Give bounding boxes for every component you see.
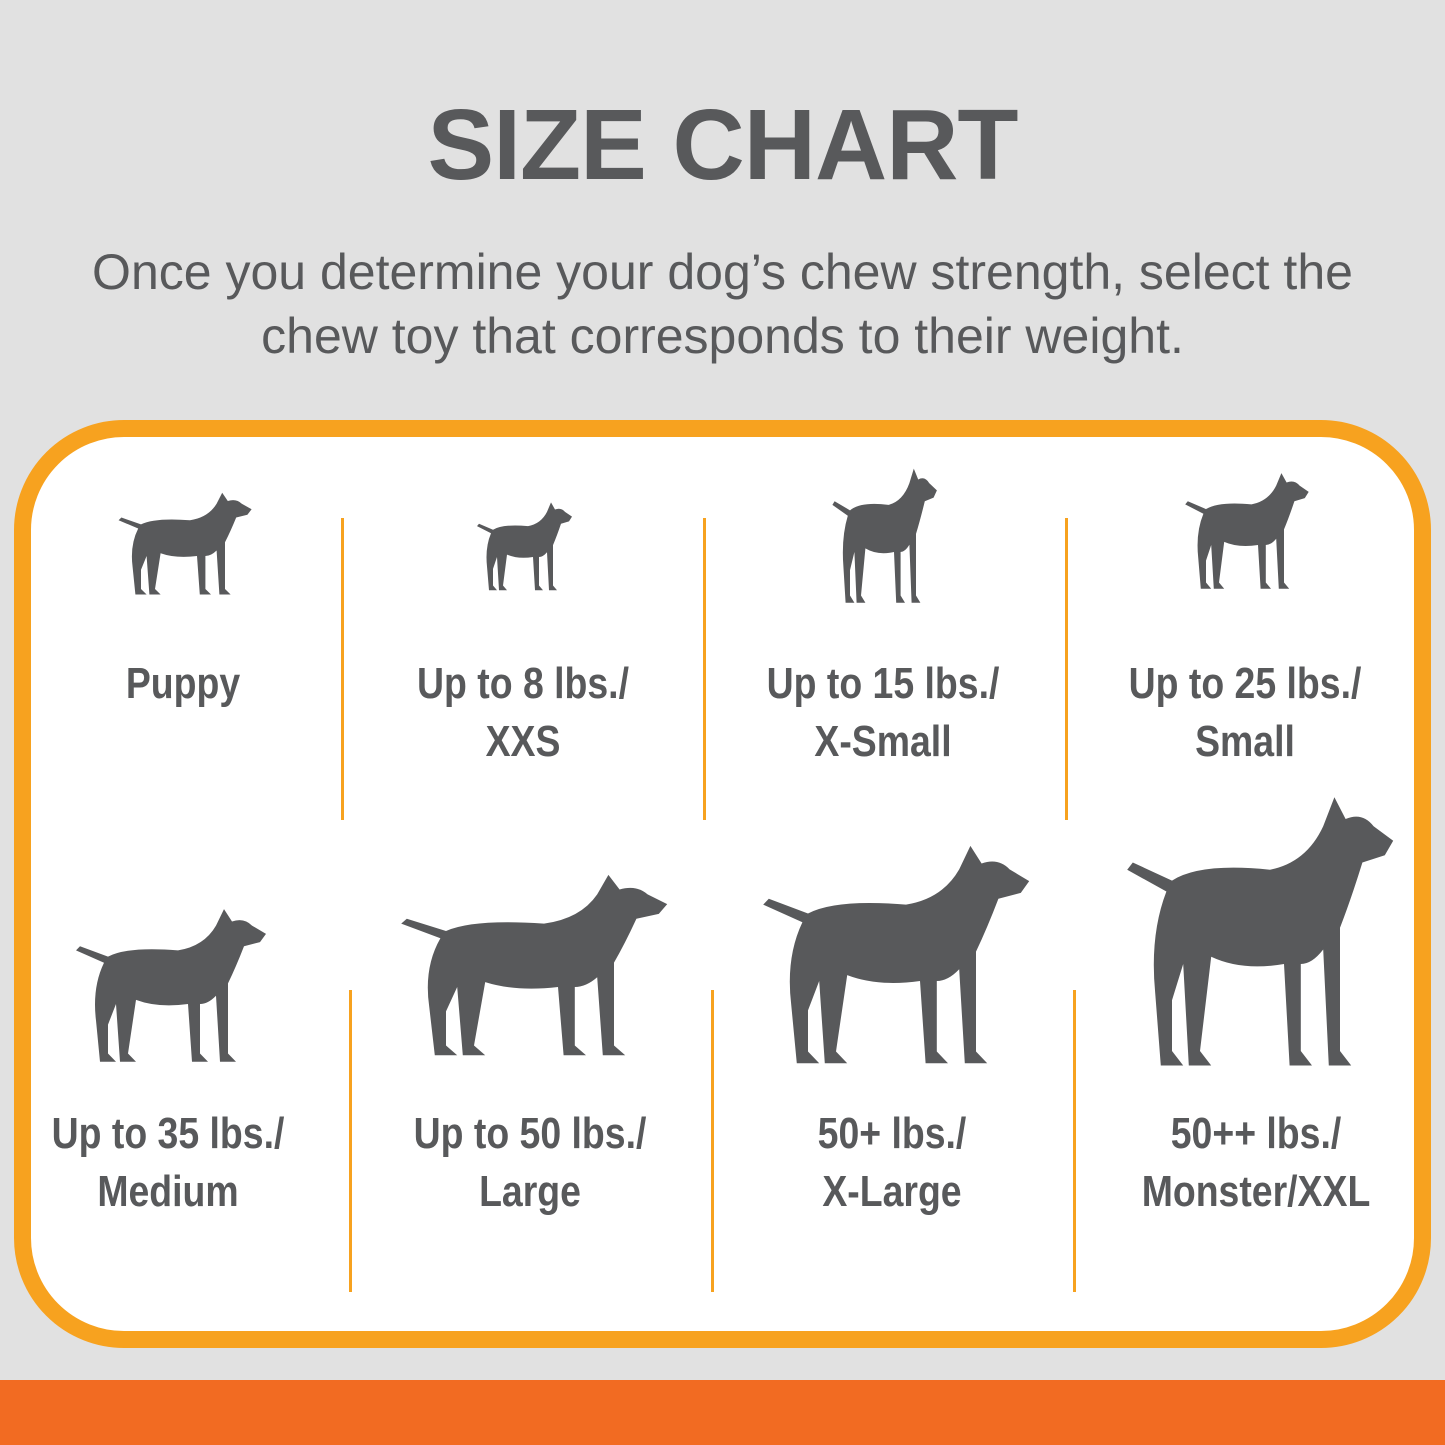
beagle-icon <box>0 905 348 1070</box>
size-label-line2: Small <box>1195 717 1295 766</box>
chihuahua-icon <box>343 500 703 595</box>
size-label-line1: 50++ lbs./ <box>1170 1109 1342 1158</box>
terrier-icon <box>1065 470 1425 595</box>
subtitle: Once you determine your dog’s chew stren… <box>92 244 1353 364</box>
divider <box>703 518 706 820</box>
toy-terrier-icon <box>703 465 1063 610</box>
divider <box>341 518 344 820</box>
size-label-line2: X-Large <box>822 1167 962 1216</box>
divider <box>349 990 352 1292</box>
divider <box>711 990 714 1292</box>
labrador-icon <box>350 870 710 1065</box>
size-label-line2: Large <box>479 1167 581 1216</box>
size-label-line1: Up to 25 lbs./ <box>1128 659 1362 708</box>
size-label-line1: Up to 8 lbs./ <box>417 659 629 708</box>
size-label-line2: Monster/XXL <box>1141 1167 1371 1216</box>
shepherd-icon <box>712 840 1072 1075</box>
divider <box>1073 990 1076 1292</box>
divider <box>1065 518 1068 820</box>
great-dane-icon <box>1076 790 1436 1080</box>
size-label-line1: Up to 50 lbs./ <box>413 1109 647 1158</box>
size-label-line1: 50+ lbs./ <box>817 1109 967 1158</box>
page-title: SIZE CHART <box>427 89 1019 201</box>
size-label-line2: XXS <box>485 717 561 766</box>
size-label-line1: Up to 35 lbs./ <box>51 1109 285 1158</box>
size-label-line2: Medium <box>97 1167 239 1216</box>
size-label-line2: X-Small <box>814 717 952 766</box>
puppy-icon <box>3 490 363 600</box>
size-label-line1: Puppy <box>125 659 241 708</box>
size-label-line1: Up to 15 lbs./ <box>766 659 1000 708</box>
bottom-bar <box>0 1380 1445 1445</box>
